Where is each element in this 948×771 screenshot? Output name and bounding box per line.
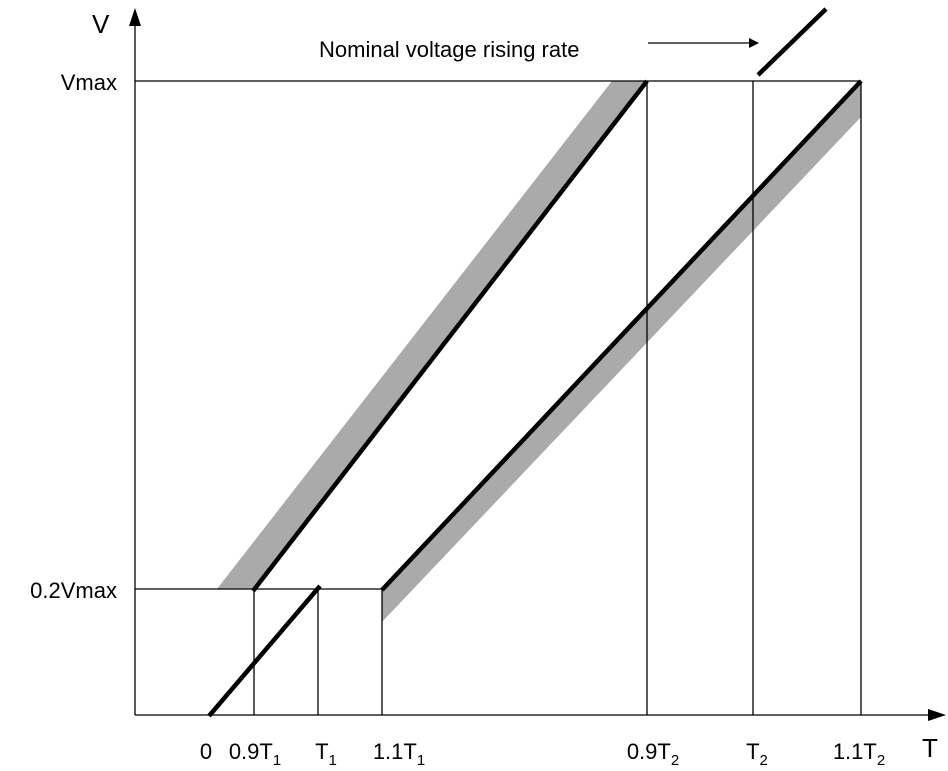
nominal-initial-rise-line (207, 584, 322, 718)
slow-rise-line (380, 79, 863, 592)
nominal-rate-indicator-line (756, 7, 828, 77)
x-tick-label-1-1t1: 1.1T1 (373, 739, 425, 769)
y-axis-label: V (92, 9, 110, 39)
x-axis-arrowhead (928, 709, 946, 721)
y-tick-label-vmax: Vmax (61, 70, 117, 95)
x-tick-label-0-9t2: 0.9T2 (627, 739, 679, 769)
x-tick-label-1-1t2: 1.1T2 (833, 739, 885, 769)
x-tick-label-0: 0 (200, 739, 212, 764)
nominal-rate-annotation: Nominal voltage rising rate (319, 37, 579, 62)
y-axis-arrowhead (129, 8, 141, 26)
fast-rise-tolerance-band (217, 81, 647, 589)
x-tick-label-t2: T2 (746, 739, 768, 769)
x-axis-label: T (922, 733, 938, 763)
slow-rise-tolerance-band (382, 81, 861, 622)
x-tick-label-0-9t1: 0.9T1 (229, 739, 281, 769)
fast-rise-line (251, 79, 649, 593)
y-tick-label-0-2vmax: 0.2Vmax (30, 578, 117, 603)
x-tick-label-t1: T1 (315, 739, 337, 769)
